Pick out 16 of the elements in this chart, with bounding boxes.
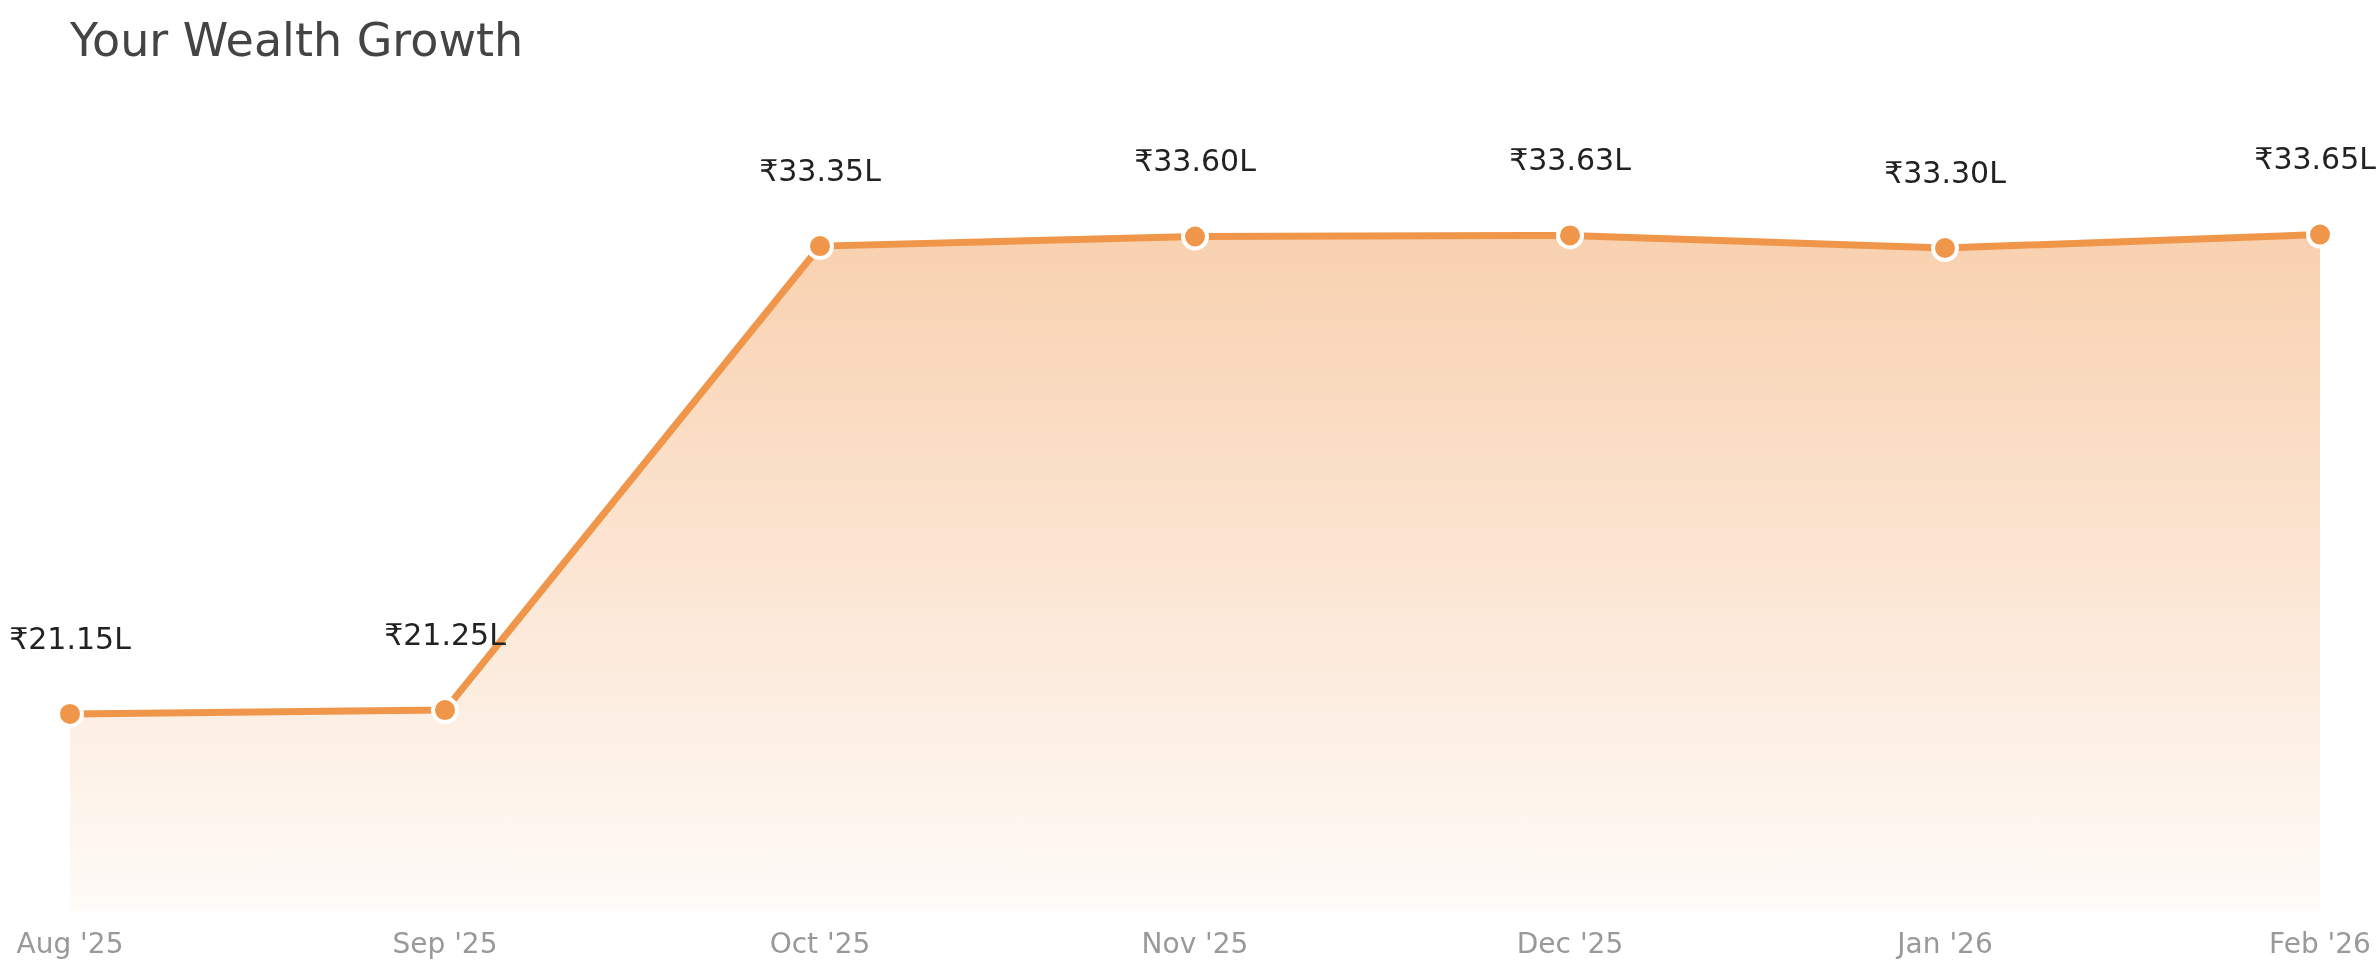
data-label: ₹33.65L: [2254, 141, 2377, 177]
data-label: ₹33.60L: [1134, 143, 1257, 179]
data-label: ₹21.15L: [9, 620, 132, 656]
point: [431, 696, 459, 725]
data-label: ₹21.25L: [384, 616, 507, 652]
x-tick-label: Dec '25: [1516, 927, 1624, 961]
x-tick-label: Feb '26: [2269, 927, 2371, 961]
x-tick-label: Nov '25: [1141, 927, 1249, 961]
x-tick-label: Oct '25: [769, 927, 871, 961]
data-label: ₹33.35L: [759, 152, 882, 188]
data-label: ₹33.30L: [1884, 154, 2007, 190]
x-tick-label: Sep '25: [392, 927, 498, 961]
data-label: ₹33.63L: [1509, 142, 1632, 178]
x-tick-label: Jan '26: [1895, 927, 1993, 961]
chart-title: Your Wealth Growth: [69, 12, 524, 67]
x-tick-label: Aug '25: [16, 927, 124, 961]
